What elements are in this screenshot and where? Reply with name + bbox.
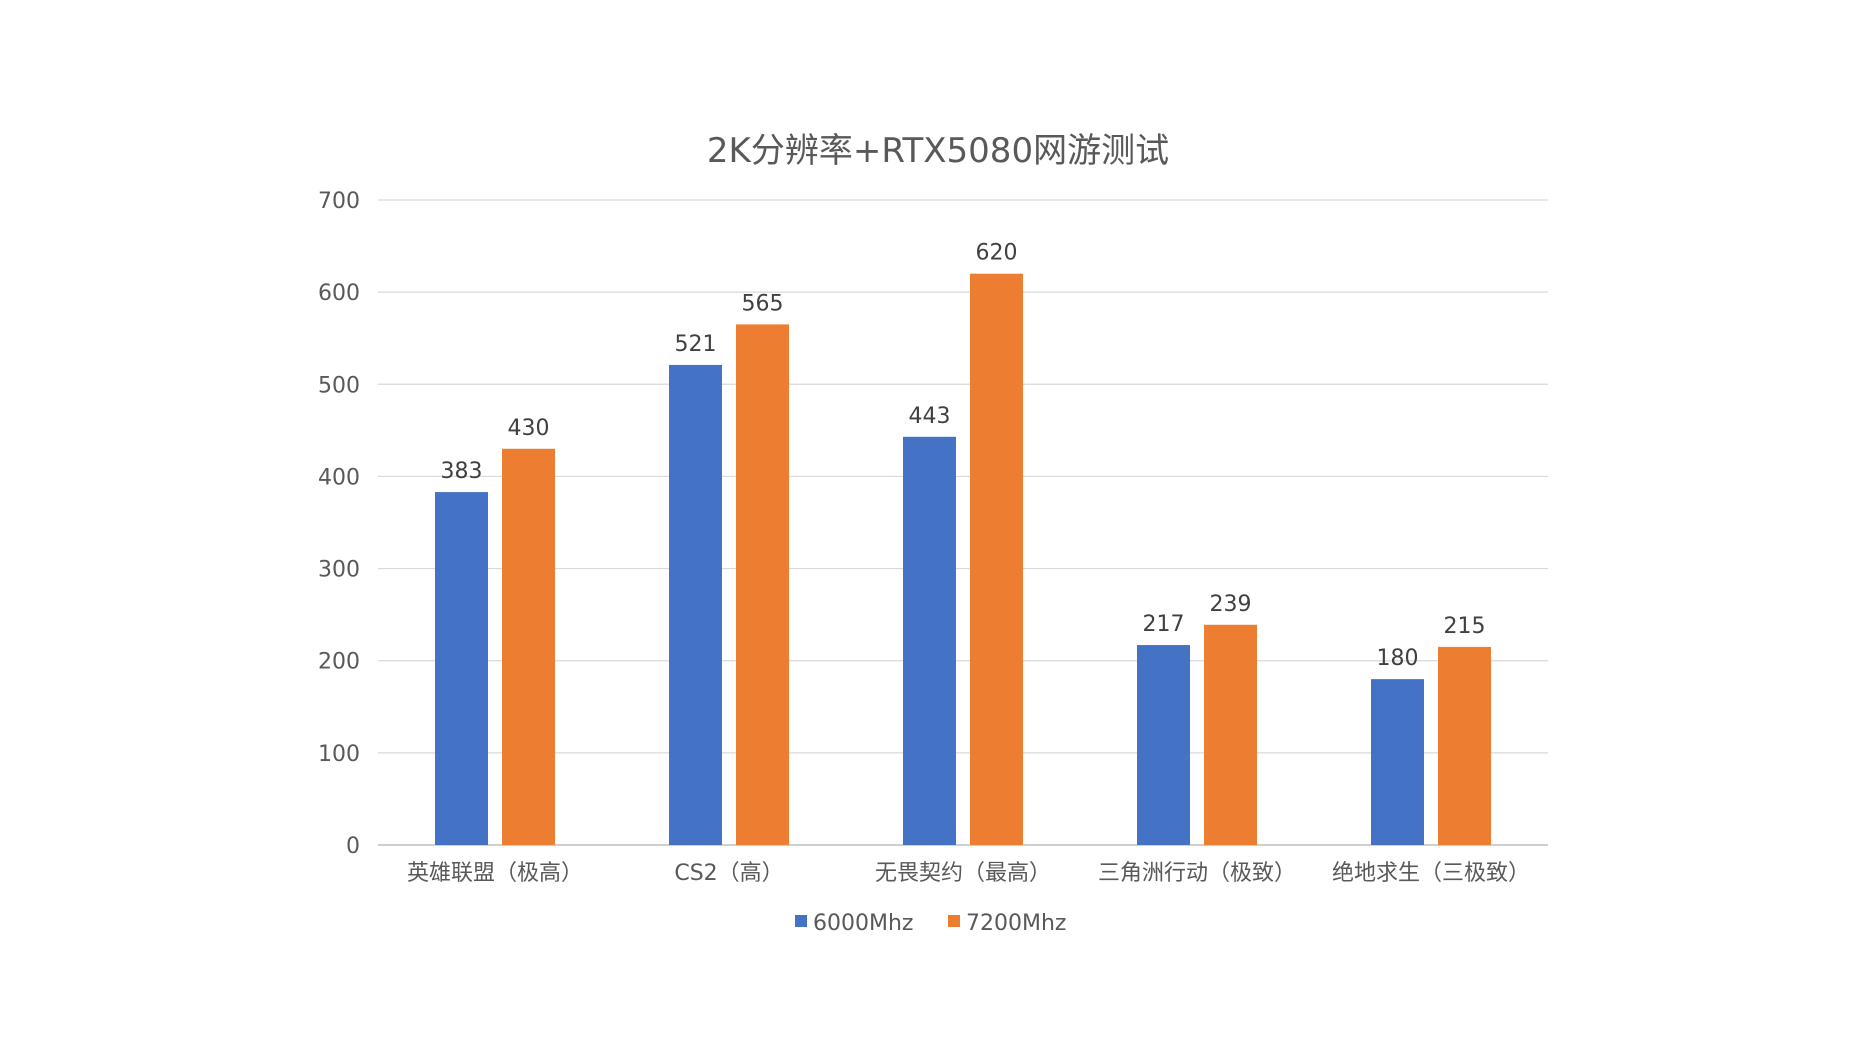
legend-swatch <box>948 915 960 927</box>
y-tick-label: 0 <box>346 834 360 859</box>
y-tick-label: 500 <box>318 373 360 398</box>
x-category-label: 绝地求生（三极致） <box>1332 861 1530 886</box>
bar-6000Mhz-3 <box>1137 645 1190 845</box>
bar-7200Mhz-1 <box>736 324 789 846</box>
data-label: 215 <box>1444 614 1486 639</box>
data-label: 565 <box>742 291 784 316</box>
data-label: 217 <box>1143 612 1185 637</box>
y-tick-label: 700 <box>318 189 360 214</box>
x-category-label: 无畏契约（最高） <box>875 861 1051 886</box>
chart-title: 2K分辨率+RTX5080网游测试 <box>707 131 1169 171</box>
legend-swatch <box>795 915 807 927</box>
data-label: 521 <box>675 332 717 357</box>
bar-6000Mhz-2 <box>903 436 956 845</box>
bar-6000Mhz-4 <box>1371 679 1424 845</box>
data-label: 443 <box>909 404 951 429</box>
x-axis-categories: 英雄联盟（极高） CS2（高） 无畏契约（最高） 三角洲行动（极致） 绝地求生（三极致） <box>407 861 1530 886</box>
bar-6000Mhz-0 <box>435 492 488 845</box>
bar-6000Mhz-1 <box>669 364 722 845</box>
y-tick-label: 300 <box>318 558 360 583</box>
data-labels: 383 430 521 565 443 620 217 239 180 215 <box>441 241 1486 671</box>
data-label: 430 <box>508 416 550 441</box>
y-tick-label: 100 <box>318 742 360 767</box>
y-tick-label: 200 <box>318 650 360 675</box>
y-tick-label: 600 <box>318 281 360 306</box>
bar-7200Mhz-3 <box>1204 624 1257 845</box>
x-category-label: CS2（高） <box>674 861 783 886</box>
data-label: 620 <box>976 241 1018 266</box>
data-label: 180 <box>1377 646 1419 671</box>
x-category-label: 三角洲行动（极致） <box>1098 861 1296 886</box>
gridlines <box>378 199 1548 846</box>
legend: 6000Mhz 7200Mhz <box>795 911 1066 936</box>
data-label: 383 <box>441 459 483 484</box>
y-tick-label: 400 <box>318 465 360 490</box>
bar-7200Mhz-0 <box>502 448 555 845</box>
y-axis-ticks: 0 100 200 300 400 500 600 700 <box>318 189 360 859</box>
data-label: 239 <box>1210 592 1252 617</box>
bars <box>435 273 1491 846</box>
x-category-label: 英雄联盟（极高） <box>407 861 583 886</box>
legend-label: 7200Mhz <box>966 911 1066 936</box>
bar-7200Mhz-4 <box>1438 646 1491 845</box>
legend-label: 6000Mhz <box>813 911 913 936</box>
bar-7200Mhz-2 <box>970 273 1023 845</box>
